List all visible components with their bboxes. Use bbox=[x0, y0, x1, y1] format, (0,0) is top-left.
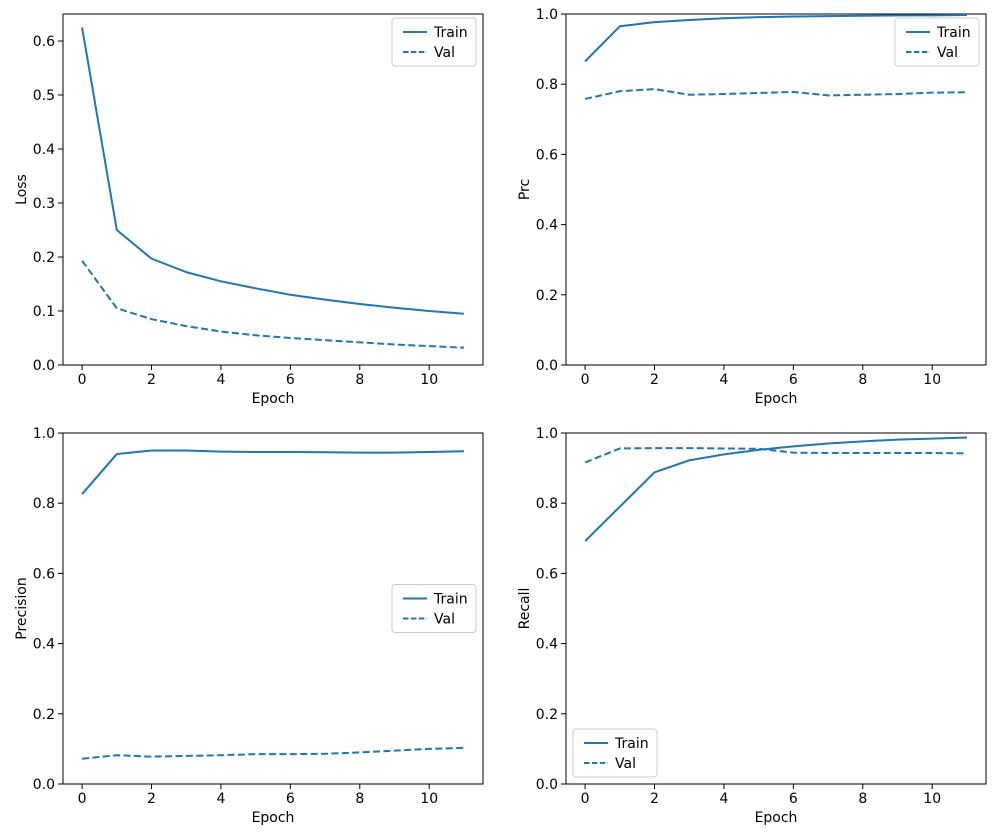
prc-xtick-label: 8 bbox=[858, 372, 867, 388]
loss-legend: Train Val bbox=[391, 17, 477, 67]
recall-val-line bbox=[584, 447, 967, 464]
loss-ylabel: Loss bbox=[14, 174, 30, 205]
recall-xtick-label: 6 bbox=[789, 791, 798, 807]
prc-xtick-label: 6 bbox=[789, 372, 798, 388]
prc-ytick-label: 0.8 bbox=[536, 77, 558, 93]
prc-legend-val-label: Val bbox=[937, 45, 958, 61]
loss-ytick-label: 0.4 bbox=[33, 142, 55, 158]
prc-ytick-label: 0.4 bbox=[536, 218, 558, 234]
precision-legend: Train Val bbox=[391, 584, 477, 633]
recall-xtick-label: 4 bbox=[719, 791, 728, 807]
recall-xlabel: Epoch bbox=[755, 810, 798, 826]
recall-xtick-label: 10 bbox=[923, 791, 941, 807]
loss-ytick-label: 0.3 bbox=[33, 196, 55, 212]
recall-axes-frame bbox=[565, 432, 987, 785]
precision-axes-frame bbox=[62, 432, 484, 785]
recall-legend-box bbox=[572, 728, 658, 778]
prc-xlabel: Epoch bbox=[755, 391, 798, 407]
precision-xtick-label: 6 bbox=[286, 791, 295, 807]
precision-train-line bbox=[81, 449, 464, 495]
loss-xtick-label: 6 bbox=[286, 372, 295, 388]
recall-legend-train-label: Train bbox=[614, 736, 649, 752]
recall-xtick-label: 2 bbox=[650, 791, 659, 807]
precision-legend-val-label: Val bbox=[434, 612, 455, 628]
precision-xtick-label: 8 bbox=[355, 791, 364, 807]
prc-xtick-label: 2 bbox=[650, 372, 659, 388]
recall-ytick-label: 0.2 bbox=[536, 707, 558, 723]
loss-ytick-label: 0.0 bbox=[33, 358, 55, 374]
prc-xtick-label: 0 bbox=[581, 372, 590, 388]
loss-ytick-label: 0.5 bbox=[33, 88, 55, 104]
loss-legend-val-label: Val bbox=[434, 45, 455, 61]
precision-legend-box bbox=[391, 584, 477, 633]
recall-ytick-label: 0.8 bbox=[536, 496, 558, 512]
prc-xtick-label: 4 bbox=[719, 372, 728, 388]
precision-ytick-label: 0.0 bbox=[33, 777, 55, 793]
recall-ytick-label: 1.0 bbox=[536, 426, 558, 442]
precision-xtick-label: 10 bbox=[420, 791, 438, 807]
recall-ytick-label: 0.0 bbox=[536, 777, 558, 793]
prc-legend: Train Val bbox=[894, 17, 980, 67]
recall-train-line bbox=[584, 436, 967, 542]
prc-legend-box bbox=[894, 17, 980, 67]
prc-ytick-label: 1.0 bbox=[536, 7, 558, 23]
precision-chart: 0 2 4 6 8 10 0.0 0.2 0.4 0.6 0.8 1.0 Epoch Precision T… bbox=[14, 426, 484, 826]
loss-ytick-label: 0.2 bbox=[33, 250, 55, 266]
recall-ytick-label: 0.6 bbox=[536, 566, 558, 582]
prc-ytick-label: 0.2 bbox=[536, 288, 558, 304]
precision-ytick-label: 0.6 bbox=[33, 566, 55, 582]
loss-ytick-label: 0.6 bbox=[33, 34, 55, 50]
loss-xtick-label: 0 bbox=[78, 372, 87, 388]
prc-legend-train-label: Train bbox=[936, 25, 971, 41]
precision-ytick-label: 0.8 bbox=[33, 496, 55, 512]
precision-xlabel: Epoch bbox=[252, 810, 295, 826]
precision-ytick-label: 0.2 bbox=[33, 707, 55, 723]
recall-ytick-label: 0.4 bbox=[536, 637, 558, 653]
prc-chart: 0 2 4 6 8 10 0.0 0.2 0.4 0.6 0.8 1.0 Epoch Prc Train Va… bbox=[517, 7, 987, 407]
recall-xtick-label: 8 bbox=[858, 791, 867, 807]
recall-legend-val-label: Val bbox=[615, 756, 636, 772]
loss-xtick-label: 8 bbox=[355, 372, 364, 388]
precision-ylabel: Precision bbox=[14, 577, 30, 639]
recall-ylabel: Recall bbox=[517, 588, 533, 630]
precision-xtick-label: 2 bbox=[147, 791, 156, 807]
loss-xlabel: Epoch bbox=[252, 391, 295, 407]
loss-ytick-label: 0.1 bbox=[33, 304, 55, 320]
precision-xtick-label: 4 bbox=[216, 791, 225, 807]
prc-train-line bbox=[584, 14, 967, 63]
precision-legend-train-label: Train bbox=[433, 592, 468, 608]
recall-xtick-label: 0 bbox=[581, 791, 590, 807]
precision-xtick-label: 0 bbox=[78, 791, 87, 807]
loss-chart: 0 2 4 6 8 10 0.0 0.1 0.2 0.3 0.4 0.5 0.6 Epoch Loss Tra… bbox=[14, 13, 484, 407]
recall-chart: 0 2 4 6 8 10 0.0 0.2 0.4 0.6 0.8 1.0 Epoch Recall Trai… bbox=[517, 426, 987, 826]
loss-xtick-label: 4 bbox=[216, 372, 225, 388]
loss-train-line bbox=[81, 27, 464, 315]
precision-ytick-label: 1.0 bbox=[33, 426, 55, 442]
prc-val-line bbox=[584, 88, 967, 100]
loss-legend-box bbox=[391, 17, 477, 67]
prc-ylabel: Prc bbox=[517, 179, 533, 200]
loss-legend-train-label: Train bbox=[433, 25, 468, 41]
precision-val-line bbox=[81, 746, 464, 760]
loss-xtick-label: 10 bbox=[420, 372, 438, 388]
prc-ytick-label: 0.0 bbox=[536, 358, 558, 374]
prc-ytick-label: 0.6 bbox=[536, 147, 558, 163]
recall-legend: Train Val bbox=[572, 728, 658, 778]
loss-xtick-label: 2 bbox=[147, 372, 156, 388]
prc-xtick-label: 10 bbox=[923, 372, 941, 388]
loss-axes-frame bbox=[62, 13, 484, 366]
loss-val-line bbox=[81, 260, 464, 349]
precision-ytick-label: 0.4 bbox=[33, 637, 55, 653]
prc-axes-frame bbox=[565, 13, 987, 366]
